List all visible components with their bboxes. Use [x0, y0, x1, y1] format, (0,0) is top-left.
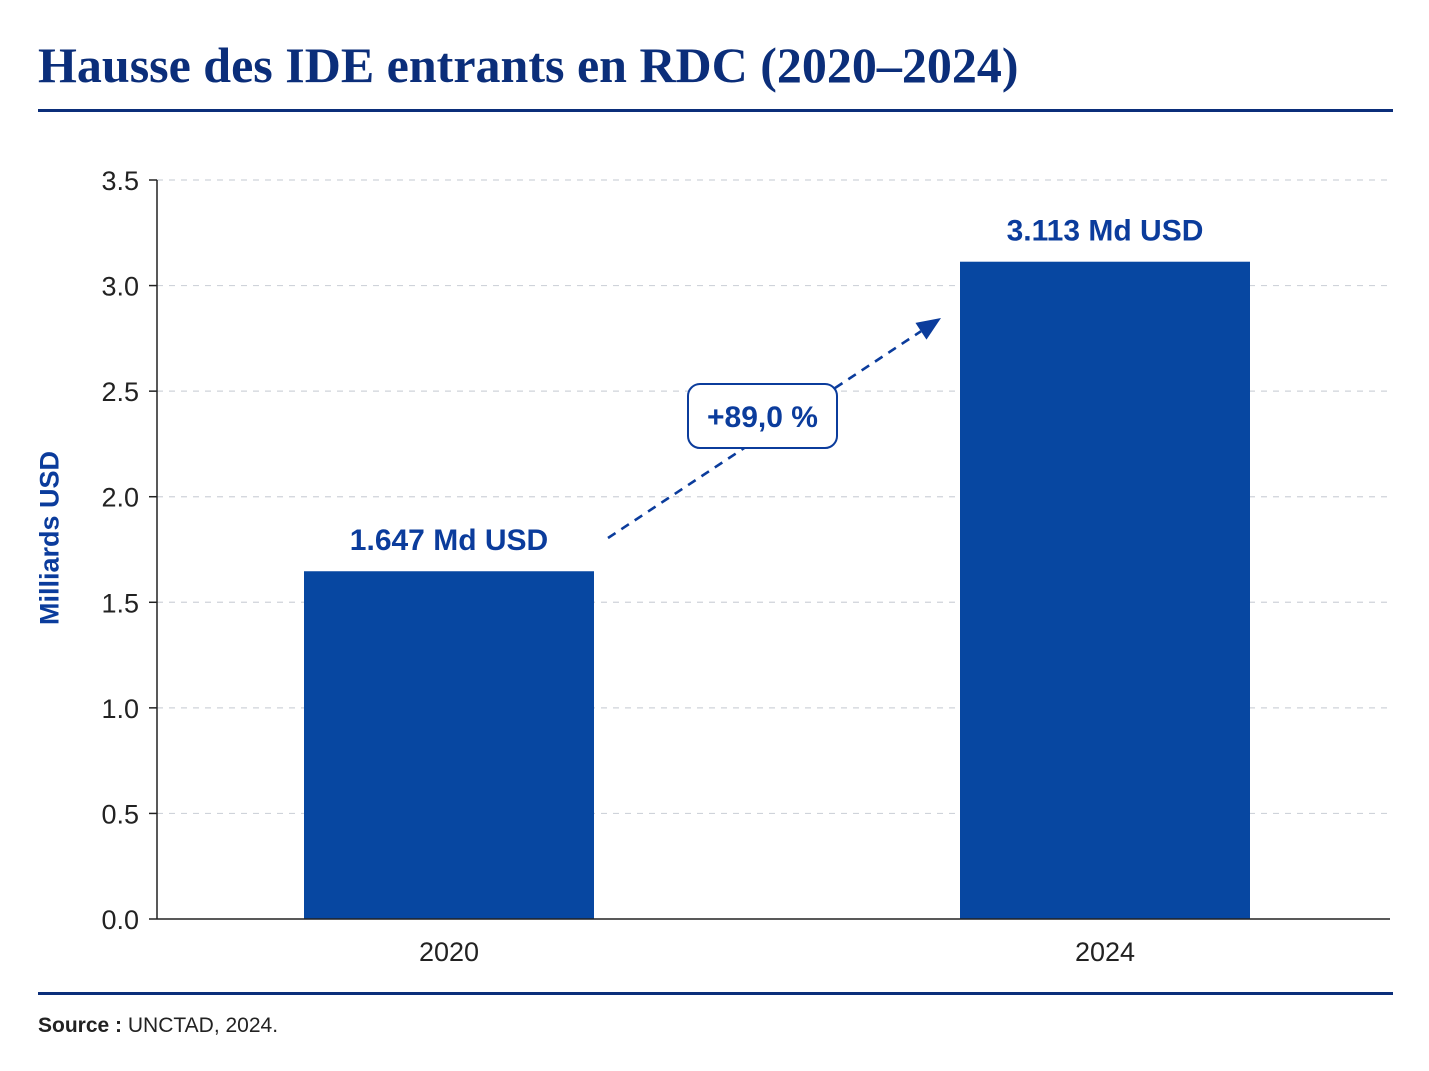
bar-value-label: 1.647 Md USD	[350, 524, 548, 557]
y-tick-label: 3.0	[101, 272, 139, 302]
x-tick-label: 2020	[419, 937, 479, 967]
bar-2024	[960, 261, 1250, 919]
growth-arrow-line	[607, 330, 922, 540]
source-label: Source :	[38, 1014, 123, 1037]
y-tick-label: 0.5	[101, 799, 139, 829]
growth-arrow-head	[915, 318, 941, 340]
y-tick-label: 2.5	[101, 377, 139, 407]
y-tick-label: 1.5	[101, 588, 139, 618]
y-tick-label: 0.0	[101, 905, 139, 935]
x-tick-label: 2024	[1075, 937, 1135, 967]
growth-badge	[687, 383, 838, 449]
chart-title: Hausse des IDE entrants en RDC (2020–202…	[38, 37, 1019, 93]
growth-badge-label: +89,0 %	[707, 401, 818, 434]
source-note: Source : UNCTAD, 2024.	[38, 1014, 278, 1038]
y-tick-label: 1.0	[101, 694, 139, 724]
y-tick-label: 3.5	[101, 166, 139, 196]
bar-2020	[304, 571, 594, 919]
bar-value-label: 3.113 Md USD	[1007, 215, 1204, 248]
title-rule	[38, 109, 1393, 112]
footer-rule	[38, 992, 1393, 995]
source-text: UNCTAD, 2024.	[127, 1014, 279, 1037]
y-tick-label: 2.0	[101, 483, 139, 513]
